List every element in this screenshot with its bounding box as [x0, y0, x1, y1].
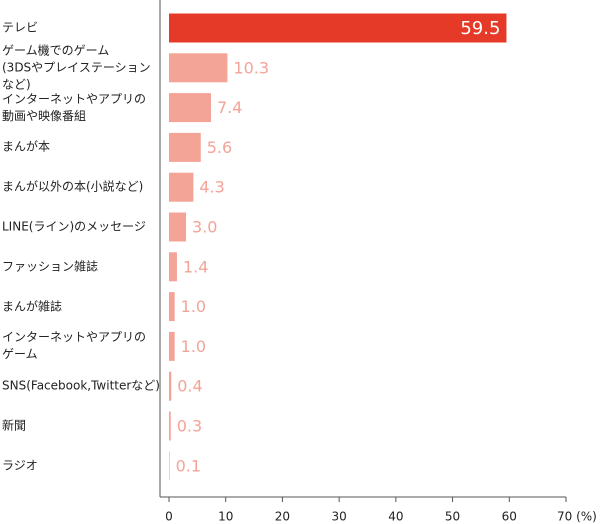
value-label: 1.0	[181, 297, 206, 316]
category-label: 新聞	[2, 418, 27, 433]
category-label: テレビ	[2, 20, 39, 35]
x-tick-label: 30	[332, 510, 347, 524]
bar	[169, 93, 211, 123]
value-label: 1.0	[181, 337, 206, 356]
bar	[169, 132, 201, 162]
x-tick-label: 20	[275, 510, 290, 524]
category-label: LINE(ライン)のメッセージ	[2, 219, 146, 234]
x-tick-label: 0	[165, 510, 173, 524]
category-label: インターネットやアプリの ゲーム	[2, 330, 147, 362]
bar	[169, 411, 171, 441]
value-label: 3.0	[192, 218, 217, 237]
bar	[169, 172, 194, 202]
value-label: 1.4	[183, 257, 208, 276]
value-label: 59.5	[460, 18, 500, 39]
category-label: まんが雑誌	[2, 299, 63, 314]
bar	[169, 252, 177, 282]
value-label: 0.3	[177, 417, 202, 436]
value-label: 5.6	[207, 138, 232, 157]
category-label: ゲーム機でのゲーム (3DSやプレイステーションなど)	[2, 43, 151, 92]
bar	[169, 13, 507, 43]
bar	[169, 451, 170, 481]
category-label: まんが本	[2, 139, 51, 154]
bar	[169, 53, 228, 83]
value-label: 4.3	[199, 178, 224, 197]
x-tick-label: 50	[445, 510, 460, 524]
category-label: ファッション雑誌	[2, 259, 99, 274]
value-label: 0.1	[176, 456, 201, 475]
bar	[169, 212, 187, 242]
category-label: ラジオ	[2, 458, 38, 473]
category-label: まんが以外の本(小説など)	[2, 179, 144, 194]
value-label: 0.4	[177, 377, 202, 396]
value-label: 10.3	[233, 58, 269, 77]
x-tick-label: 40	[388, 510, 403, 524]
category-label: インターネットやアプリの 動画や映像番組	[2, 91, 147, 123]
value-label: 7.4	[217, 98, 242, 117]
bar	[169, 371, 172, 401]
bar	[169, 292, 175, 322]
bar	[169, 331, 175, 361]
x-tick-label: 60	[502, 510, 517, 524]
x-tick-label: 10	[218, 510, 233, 524]
x-tick-label: 70 (%)	[557, 510, 597, 524]
category-label: SNS(Facebook,Twitterなど)	[2, 378, 160, 393]
